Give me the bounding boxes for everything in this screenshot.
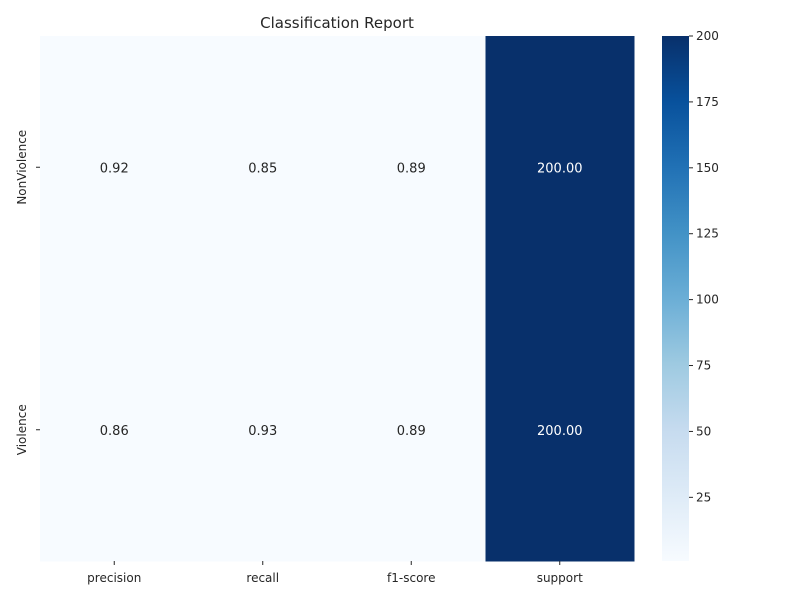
heatmap-cell: [40, 36, 189, 299]
x-tick-label: f1-score: [387, 571, 435, 585]
y-axis: NonViolence Violence: [15, 130, 40, 455]
heatmap-cell-label: 0.85: [248, 161, 277, 176]
colorbar-tick-label: 75: [696, 359, 711, 373]
chart-title: Classification Report: [260, 14, 414, 32]
heatmap-cell-label: 0.93: [248, 424, 277, 439]
heatmap-cell-label: 200.00: [537, 161, 583, 176]
heatmap-cell-labels: 0.92 0.85 0.89 200.00 0.86 0.93 0.89 200.00: [100, 161, 583, 439]
colorbar-tick-label: 200: [696, 29, 719, 43]
colorbar-tick-label: 175: [696, 95, 719, 109]
heatmap-cell: [337, 298, 486, 562]
heatmap-cell: [485, 298, 635, 562]
x-tick-label: support: [537, 571, 583, 585]
y-tick-label: NonViolence: [15, 130, 29, 205]
heatmap-cell: [40, 298, 189, 562]
heatmap-cell: [485, 36, 635, 299]
heatmap-cell-label: 0.86: [100, 424, 129, 439]
heatmap-cell-label: 200.00: [537, 424, 583, 439]
colorbar-tick-label: 150: [696, 161, 719, 175]
y-tick-label: Violence: [15, 404, 29, 455]
heatmap-cell: [188, 298, 338, 562]
colorbar-tick-label: 25: [696, 490, 711, 504]
heatmap-cell: [337, 36, 486, 299]
heatmap-cell: [188, 36, 338, 299]
heatmap-cell-label: 0.92: [100, 161, 129, 176]
heatmap-cell-label: 0.89: [397, 424, 426, 439]
colorbar-ticks: 25 50 75 100 125 150 175 200: [689, 29, 719, 504]
x-tick-label: recall: [246, 571, 279, 585]
colorbar-tick-label: 125: [696, 227, 719, 241]
x-axis: precision recall f1-score support: [87, 561, 583, 585]
colorbar-tick-label: 50: [696, 424, 711, 438]
x-tick-label: precision: [87, 571, 141, 585]
colorbar-tick-label: 100: [696, 293, 719, 307]
heatmap-cells: [40, 36, 635, 562]
colorbar: [662, 36, 689, 561]
heatmap-cell-label: 0.89: [397, 161, 426, 176]
